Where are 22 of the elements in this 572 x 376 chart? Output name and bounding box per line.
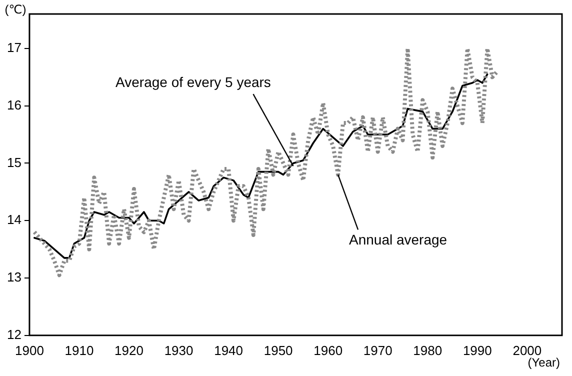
- x-tick-label: 1910: [64, 342, 94, 358]
- x-tick-label: 1950: [264, 342, 293, 358]
- x-tick-label: 1900: [15, 342, 44, 358]
- x-tick-label: 1960: [314, 342, 343, 358]
- y-tick-label: 17: [6, 40, 22, 56]
- x-tick-label: 2000: [512, 342, 542, 358]
- y-tick-label: 13: [6, 270, 22, 285]
- y-tick-label: 12: [6, 326, 22, 342]
- x-tick-label: 1940: [214, 342, 243, 358]
- annotation: Average of every 5 years: [116, 74, 271, 90]
- x-tick-label: 1980: [413, 342, 442, 358]
- y-tick-label: 16: [6, 97, 22, 112]
- annotation: Annual average: [348, 232, 448, 248]
- y-axis-title: (℃): [4, 2, 26, 16]
- y-tick-label: 15: [6, 154, 22, 170]
- x-tick-label: 1920: [114, 342, 144, 358]
- x-tick-label: 1990: [462, 342, 492, 358]
- x-tick-label: 1930: [164, 342, 194, 358]
- y-tick-label: 14: [6, 212, 22, 228]
- line-series: [32, 46, 500, 278]
- x-axis-title: (Year): [528, 356, 560, 370]
- x-tick-label: 1970: [363, 342, 392, 358]
